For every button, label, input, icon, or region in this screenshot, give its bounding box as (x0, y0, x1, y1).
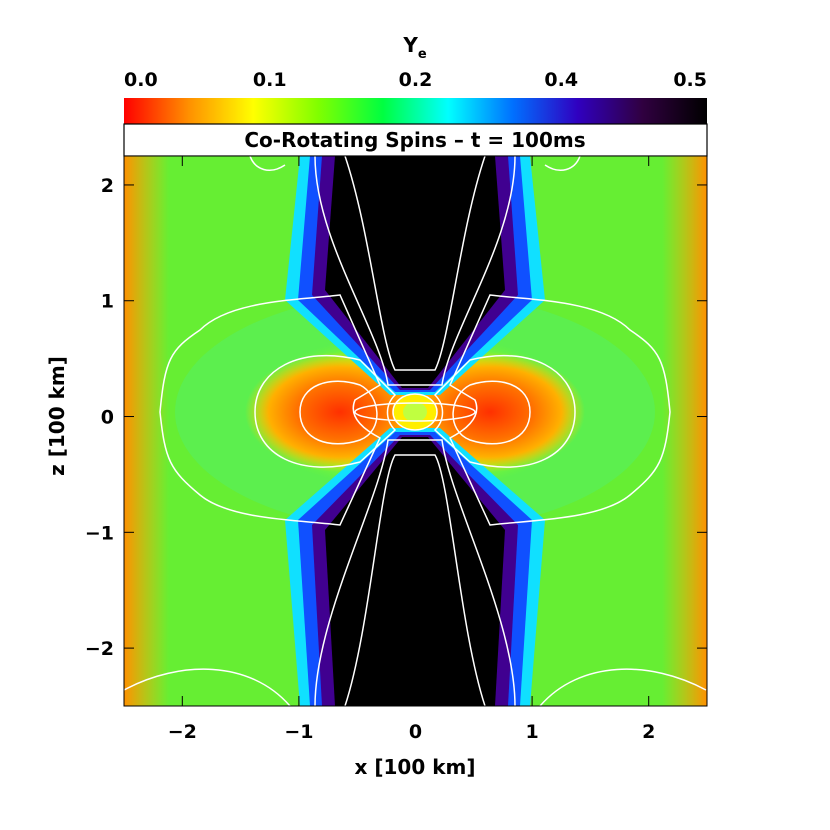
y-tick-label: 2 (101, 175, 114, 197)
colorbar-tick-label: 0.0 (124, 69, 158, 91)
x-tick-label: 2 (642, 721, 655, 743)
y-axis: −2 −1 0 1 2 (85, 175, 707, 660)
right-edge-ejecta (662, 156, 707, 706)
colorbar-label: Ye (402, 33, 426, 62)
y-axis-label: z [100 km] (45, 356, 69, 476)
y-tick-label: −2 (85, 638, 114, 660)
colorbar (124, 98, 707, 124)
colorbar-ticks: 0.0 0.1 0.2 0.4 0.5 (124, 69, 707, 91)
y-tick-label: 1 (101, 291, 114, 313)
x-tick-label: 1 (525, 721, 538, 743)
ye-contours (124, 156, 707, 706)
colorbar-tick-label: 0.4 (544, 69, 578, 91)
chart-title: Co-Rotating Spins – t = 100ms (244, 128, 585, 152)
y-tick-label: −1 (85, 522, 114, 544)
colorbar-tick-label: 0.2 (399, 69, 433, 91)
y-tick-label: 0 (101, 407, 114, 429)
x-tick-label: 0 (409, 721, 422, 743)
title-box (123, 123, 708, 157)
plot-field (124, 156, 707, 706)
x-axis: −2 −1 0 1 2 (168, 156, 655, 743)
x-tick-label: −1 (284, 721, 313, 743)
x-axis-label: x [100 km] (355, 755, 476, 779)
colorbar-tick-label: 0.5 (673, 69, 707, 91)
central-remnant-core (403, 402, 427, 422)
colorbar-tick-label: 0.1 (253, 69, 287, 91)
left-edge-ejecta (124, 156, 169, 706)
x-tick-label: −2 (168, 721, 197, 743)
